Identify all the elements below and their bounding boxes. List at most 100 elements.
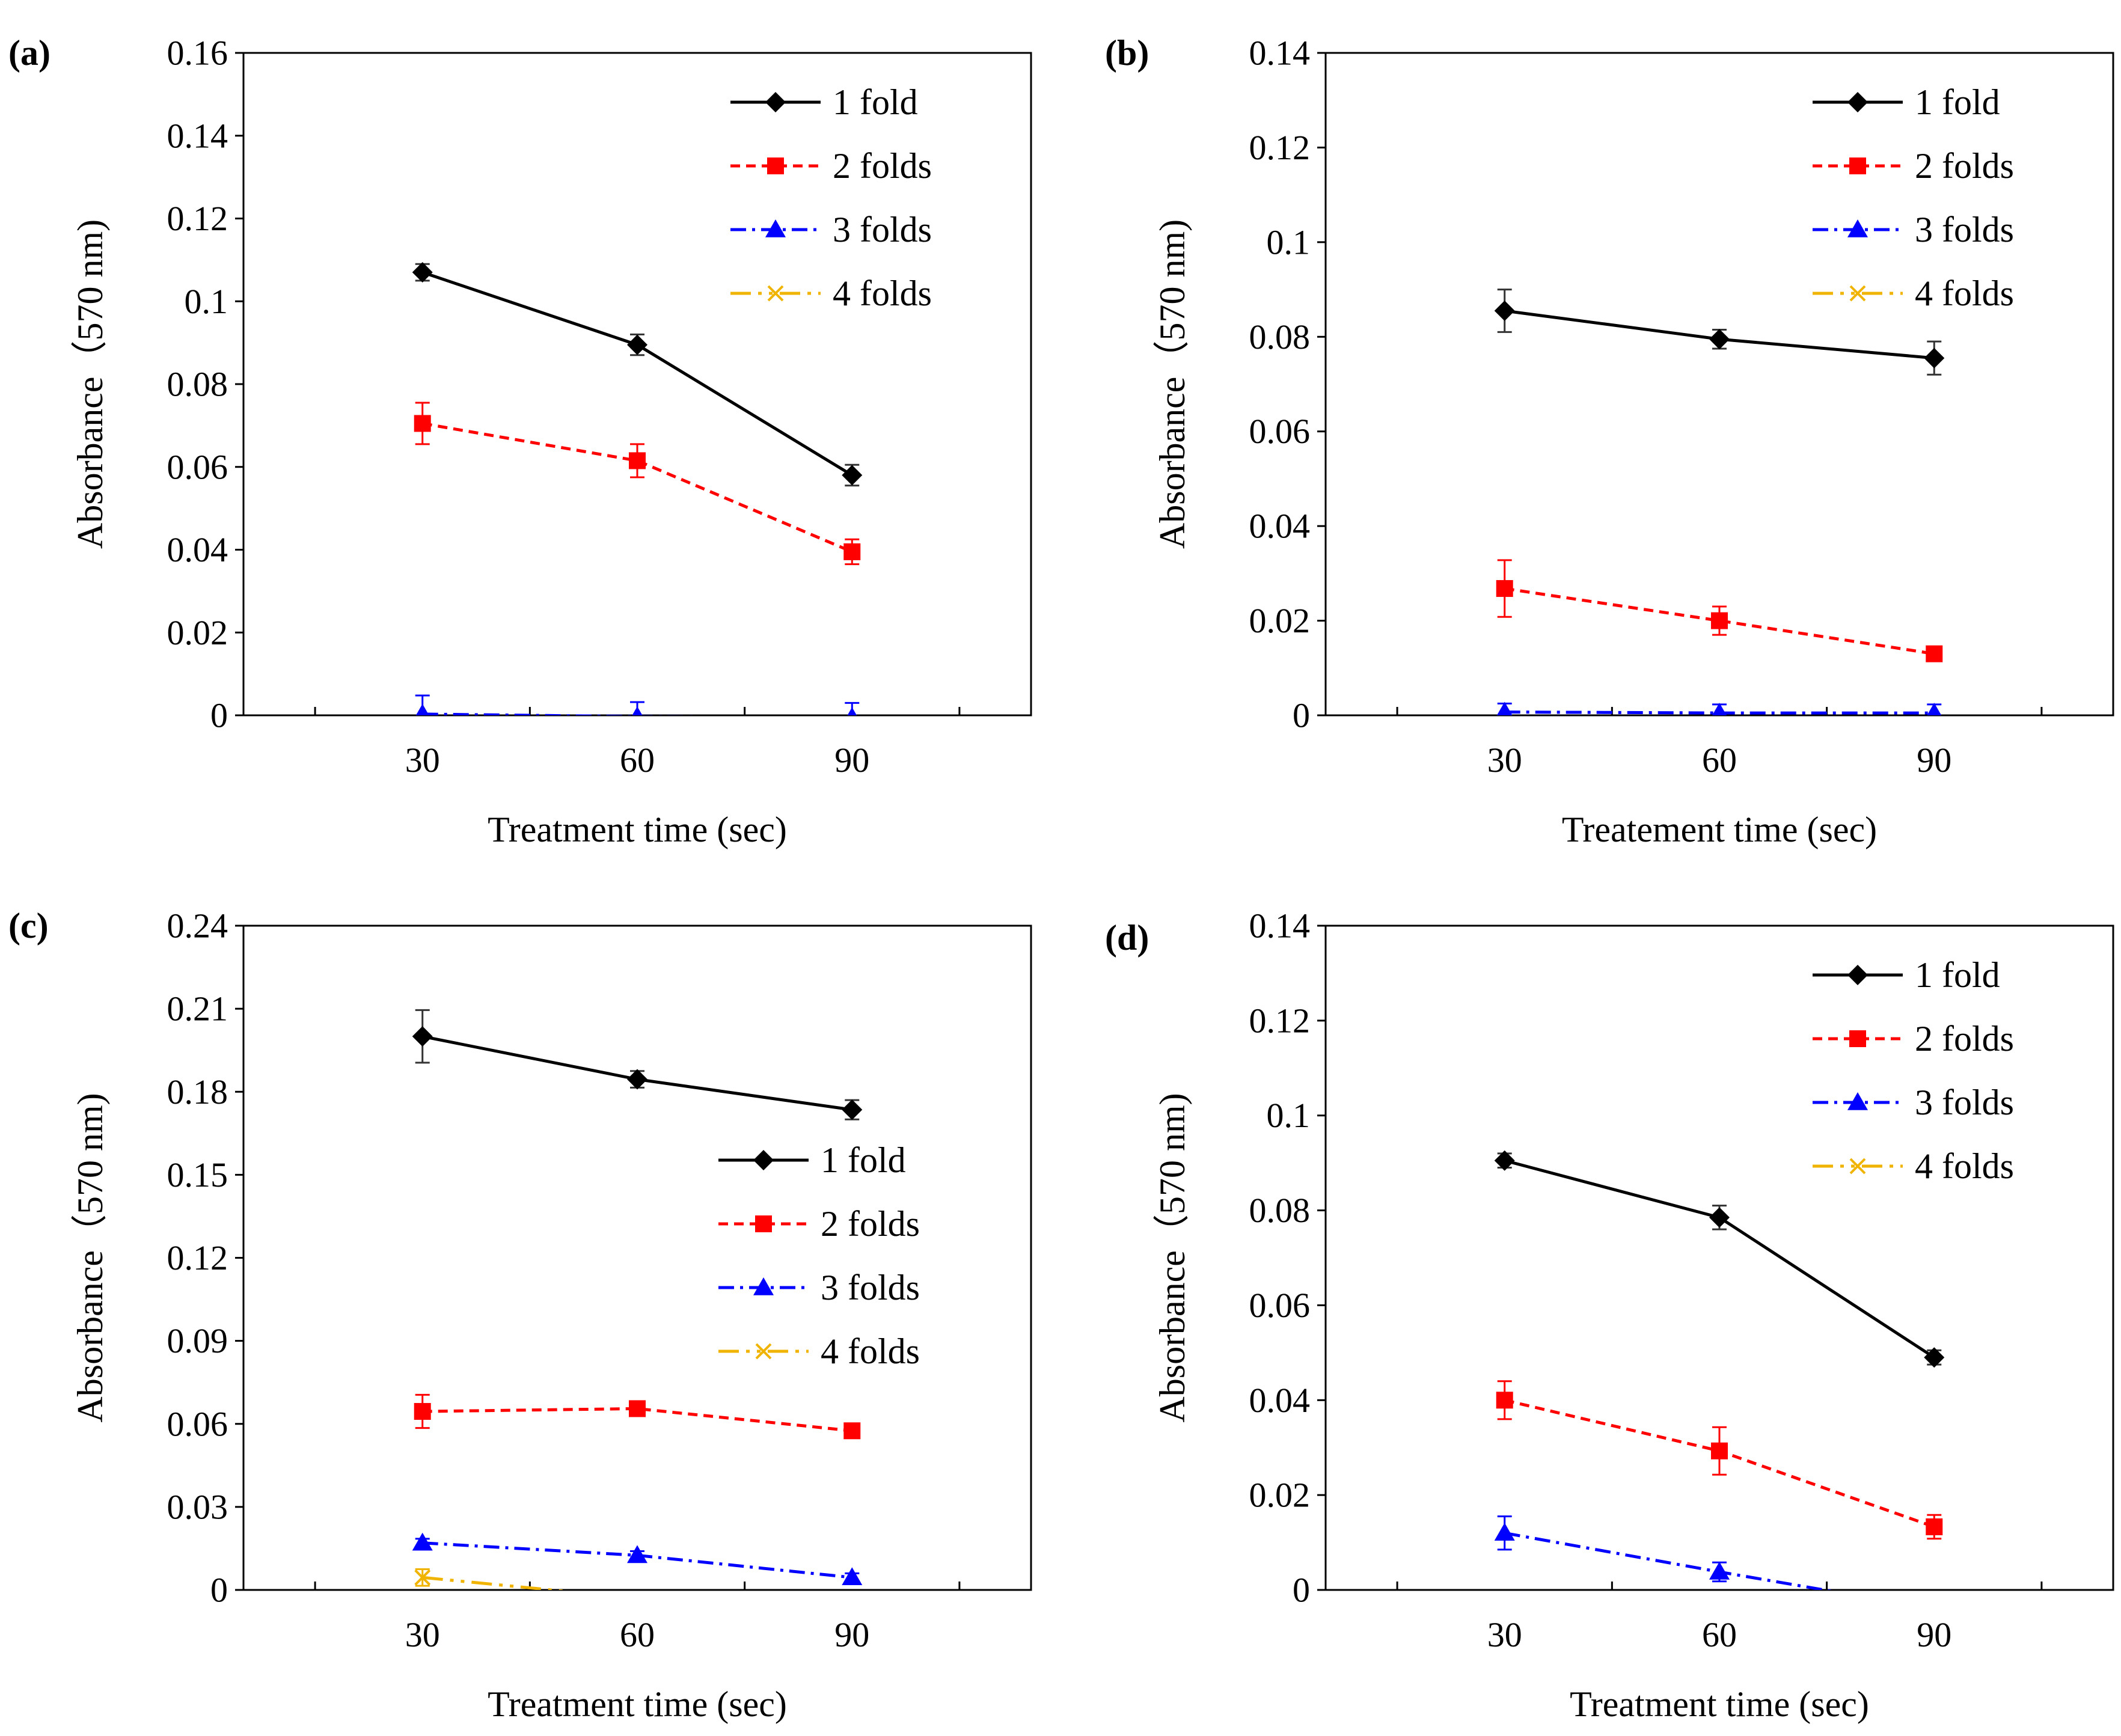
series-1-fold-point	[412, 1026, 433, 1047]
y-tick-label: 0.02	[1249, 601, 1311, 640]
y-tick-label: 0.06	[1249, 412, 1311, 451]
legend: 1 fold 2 folds 3 folds 4 folds	[718, 1140, 920, 1371]
legend-marker	[1849, 1030, 1866, 1047]
series-1-fold-line	[1504, 1159, 1935, 1359]
x-tick-label: 30	[405, 1615, 440, 1654]
series-2-folds-line	[422, 421, 853, 554]
x-axis-label: Treatment time (sec)	[488, 810, 787, 849]
chart-panel-2: (b) 0 0.02 0.04 0.06 0.08 0.1 0.12 0.14 30 60 90 Tre…	[1105, 33, 2114, 849]
series-layer	[412, 262, 863, 715]
series-2-folds-line	[1504, 587, 1935, 656]
x-tick-label: 30	[1487, 741, 1522, 780]
chart-panel-3: (c) 0 0.03 0.06 0.09 0.12 0.15 0.18 0.21 0.24 30 60…	[8, 906, 1032, 1724]
legend-label: 1 fold	[833, 82, 918, 122]
x-axis-label: Treatement time (sec)	[1562, 810, 1877, 849]
series-2-folds-point	[414, 1403, 431, 1420]
y-tick-label: 0.14	[1249, 906, 1311, 946]
series-layer	[1494, 289, 1945, 715]
y-tick-label: 0.1	[185, 282, 228, 321]
panel-label: (c)	[8, 906, 49, 946]
series-2-folds-point	[1926, 645, 1943, 662]
legend-marker	[1847, 219, 1868, 237]
legend-label: 2 folds	[1915, 1019, 2014, 1059]
legend-label: 3 folds	[1915, 210, 2014, 249]
series-2-folds-point	[843, 1422, 861, 1440]
legend-marker	[1849, 1158, 1866, 1175]
y-tick-label: 0.08	[167, 365, 228, 404]
series-2-folds-point	[1711, 1442, 1728, 1459]
chart-panel-1: (a) 0 0.02 0.04 0.06 0.08 0.1 0.12 0.14 0.16 30 60 9…	[8, 33, 1032, 849]
x-tick-label: 60	[620, 1615, 655, 1654]
series-1-fold-point	[1709, 329, 1730, 350]
y-tick-label: 0.09	[167, 1321, 228, 1360]
x-tick-label: 30	[1487, 1615, 1522, 1654]
y-tick-label: 0.02	[1249, 1476, 1311, 1515]
y-tick-label: 0.14	[1249, 34, 1311, 73]
y-tick-label: 0.18	[167, 1072, 228, 1111]
series-4-folds-point	[630, 1591, 644, 1606]
plot-frame	[242, 925, 1032, 1591]
y-tick-label: 0.06	[167, 1404, 228, 1443]
legend-label: 3 folds	[833, 210, 932, 249]
x-tick-label: 90	[1917, 741, 1951, 780]
series-2-folds-point	[414, 415, 431, 432]
legend-marker	[1847, 92, 1868, 112]
legend-marker	[767, 157, 784, 174]
series-3-folds-point	[1924, 1599, 1944, 1617]
series-1-fold-point	[627, 1069, 647, 1090]
y-tick-label: 0	[1293, 1571, 1310, 1610]
y-tick-label: 0.21	[167, 989, 228, 1028]
legend-marker	[755, 1215, 772, 1232]
legend-marker	[1847, 1092, 1868, 1110]
series-2-folds-point	[629, 452, 646, 469]
y-tick-label: 0.12	[167, 1238, 228, 1277]
series-3-folds-point	[627, 1545, 647, 1563]
y-axis-label: Absorbance（570 nm)	[70, 219, 110, 549]
legend-marker	[755, 1343, 772, 1360]
series-3-folds-line	[422, 712, 705, 715]
legend-label: 1 fold	[1915, 955, 2000, 995]
series-1-fold-point	[1924, 1347, 1945, 1368]
series-1-fold-point	[1924, 347, 1945, 368]
series-2-folds-point	[843, 543, 861, 560]
x-tick-label: 90	[1917, 1615, 1951, 1654]
y-tick-label: 0.24	[167, 906, 228, 946]
legend-marker	[767, 285, 784, 302]
series-1-fold-point	[1494, 300, 1515, 321]
y-axis-label: Absorbance（570 nm)	[1152, 219, 1192, 549]
series-layer	[412, 1009, 863, 1611]
legend-label: 2 folds	[821, 1204, 920, 1244]
series-3-folds-point	[1927, 703, 1942, 715]
legend-marker	[753, 1277, 774, 1295]
y-tick-label: 0.08	[1249, 317, 1311, 356]
x-tick-label: 60	[1702, 741, 1737, 780]
plot-frame	[1324, 925, 2114, 1591]
y-tick-label: 0	[210, 1571, 228, 1610]
series-1-fold-point	[842, 465, 863, 486]
series-1-fold-point	[842, 1099, 863, 1120]
y-tick-label: 0	[1293, 696, 1310, 735]
legend-marker	[765, 92, 786, 112]
legend-label: 4 folds	[1915, 1146, 2014, 1186]
legend: 1 fold 2 folds 3 folds 4 folds	[1813, 955, 2014, 1186]
series-3-folds-point	[1712, 703, 1727, 715]
legend-marker	[1847, 965, 1868, 985]
y-tick-label: 0.03	[167, 1487, 228, 1526]
x-axis-label: Treatment time (sec)	[1570, 1684, 1869, 1724]
series-4-folds-point	[845, 1597, 859, 1611]
legend-marker	[1849, 285, 1866, 302]
y-tick-label: 0.12	[1249, 1001, 1311, 1040]
series-4-folds-point	[414, 1569, 431, 1586]
series-3-folds-point	[415, 703, 429, 715]
series-2-folds-point	[1711, 612, 1728, 629]
legend-label: 4 folds	[1915, 274, 2014, 313]
series-3-folds-point	[1709, 1562, 1730, 1580]
legend-marker	[1849, 157, 1866, 174]
legend-marker	[765, 219, 786, 237]
y-tick-label: 0.04	[1249, 1381, 1311, 1420]
series-3-folds-point	[847, 707, 857, 715]
legend-label: 1 fold	[821, 1140, 906, 1180]
y-tick-label: 0.04	[1249, 507, 1311, 546]
series-layer	[1494, 1150, 1945, 1617]
